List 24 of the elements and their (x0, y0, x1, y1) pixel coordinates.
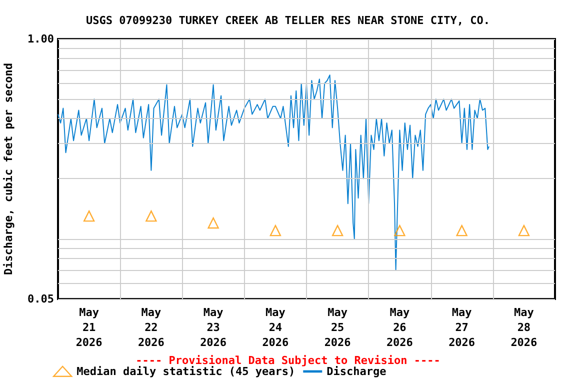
x-tick-label: May 22 2026 (138, 306, 165, 349)
point (83, 210, 95, 222)
point (208, 217, 219, 229)
x-tick-label: May 23 2026 (200, 306, 227, 349)
x-tick-label: May 28 2026 (510, 306, 538, 349)
legend-label: Median daily statistic (45 years) (76, 364, 296, 378)
point (146, 210, 157, 222)
point (456, 224, 468, 236)
point (518, 224, 530, 236)
chart-title: USGS 07099230 TURKEY CREEK AB TELLER RES NEAR STONE CITY, CO. (86, 14, 490, 27)
x-tick-label: May 21 2026 (76, 306, 103, 349)
legend-label: Discharge (326, 364, 387, 378)
x-tick-label: May 25 2026 (324, 306, 352, 349)
x-tick-label: May 27 2026 (448, 306, 476, 349)
point (394, 224, 406, 236)
point (270, 224, 282, 236)
text: ---- Provisional Data Subject to Revision ---- (136, 354, 440, 367)
y-tick-label: 1.00 (28, 32, 54, 46)
line-series (58, 74, 490, 270)
y-axis-title: Discharge, cubic feet per second (2, 63, 15, 275)
point (332, 224, 344, 236)
y-tick-label: 0.05 (28, 292, 54, 306)
x-tick-label: May 24 2026 (262, 306, 290, 349)
x-tick-label: May 26 2026 (386, 306, 414, 349)
